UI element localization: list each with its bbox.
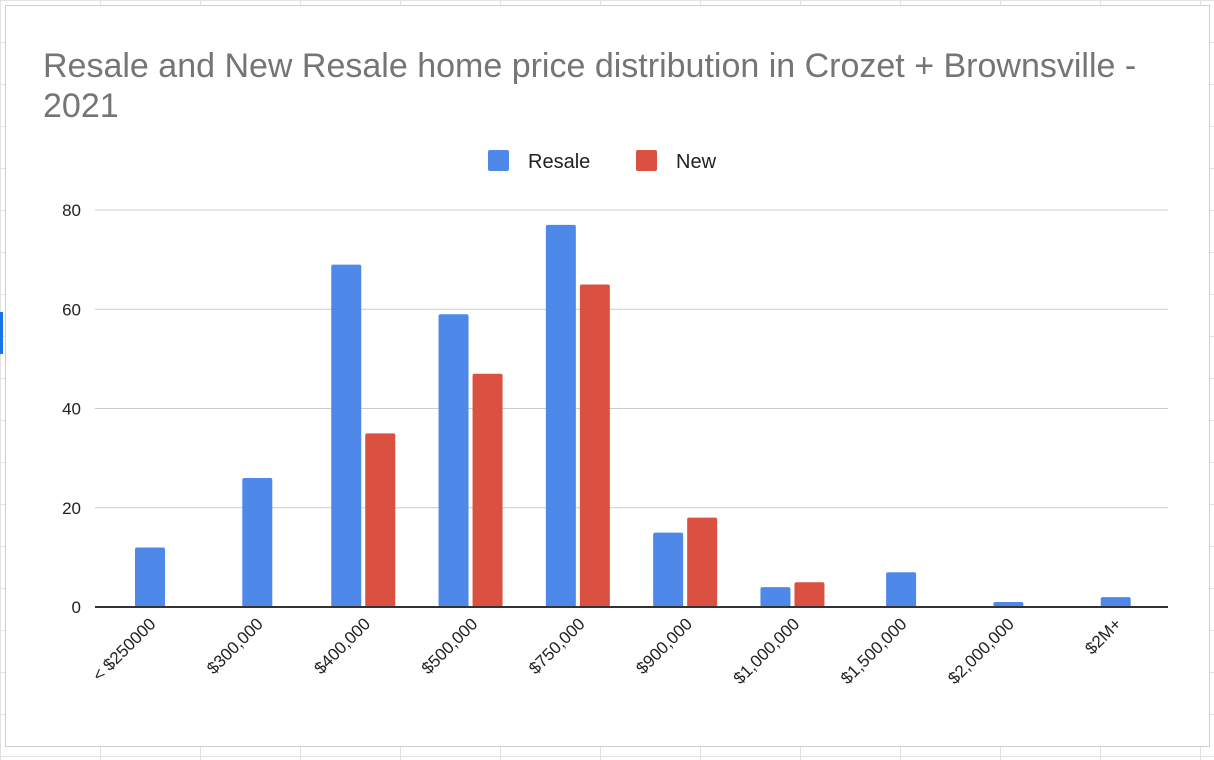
bar-new [579,284,610,607]
x-tick-label: $2,000,000 [944,614,1018,688]
bar-resale [993,602,1024,607]
bar-new [472,373,503,607]
bar-resale [1100,597,1131,607]
legend-swatch-new [636,150,657,171]
bar-new [794,582,825,607]
legend-label-new: New [676,151,717,173]
x-tick-label: $2M+ [1081,614,1125,658]
bar-resale [438,314,469,607]
bar-resale [545,224,576,607]
x-tick-label: $1,000,000 [730,614,804,688]
legend-swatch-resale [488,150,509,171]
bar-resale [760,587,791,607]
bar-resale [242,477,273,607]
x-tick-label: $900,000 [632,614,696,678]
selection-marker [0,312,7,354]
chart-title: Resale and New Resale home price distrib… [43,47,1137,125]
bar-resale [886,572,917,607]
bar-new [687,517,718,607]
bar-new [365,433,396,607]
x-tick-label: $400,000 [311,614,375,678]
y-tick-label: 40 [62,400,81,419]
x-tick-label: $750,000 [525,614,589,678]
y-tick-label: 60 [62,300,81,319]
x-tick-label: $1,500,000 [837,614,911,688]
y-tick-label: 20 [62,499,81,518]
legend-label-resale: Resale [528,151,590,173]
y-tick-label: 0 [72,598,81,617]
bar-resale [135,547,165,607]
x-tick-label: $300,000 [203,614,267,678]
bar-resale [653,532,684,607]
y-tick-label: 80 [62,201,81,220]
x-tick-label: $500,000 [418,614,482,678]
bar-resale [331,264,362,607]
x-tick-label: < $250000 [89,614,160,685]
